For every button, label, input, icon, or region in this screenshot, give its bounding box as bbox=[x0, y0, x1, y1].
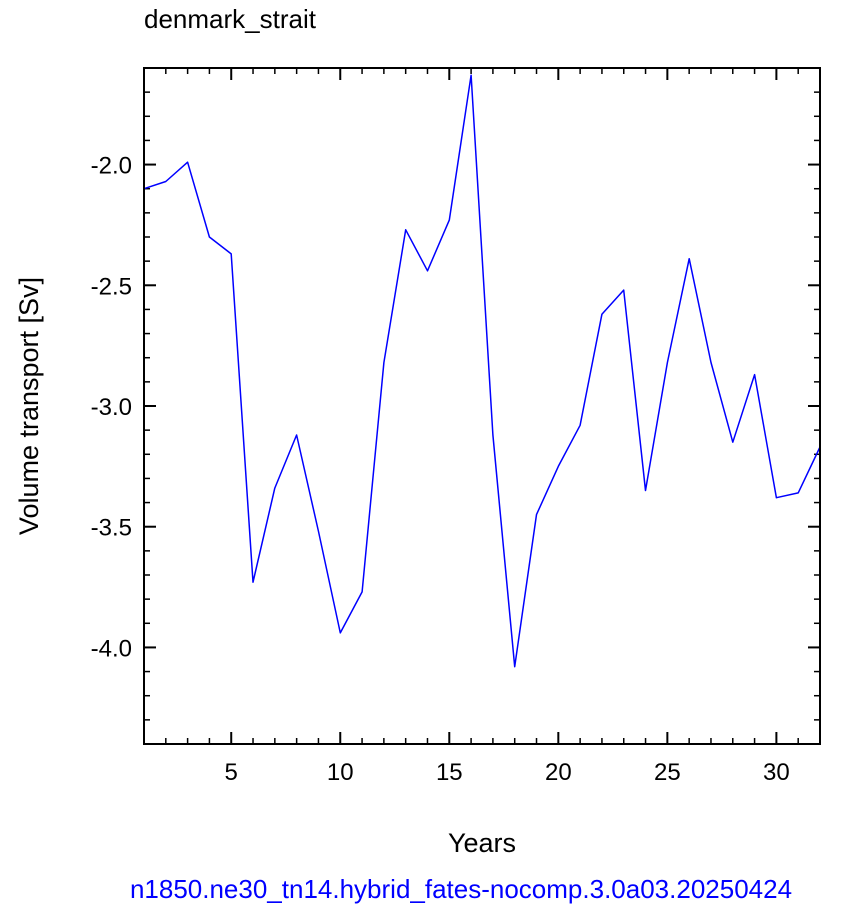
y-axis-label: Volume transport [Sv] bbox=[14, 277, 44, 535]
chart-title: denmark_strait bbox=[144, 4, 317, 34]
x-tick-label: 30 bbox=[763, 759, 790, 786]
y-tick-label: -4.0 bbox=[91, 635, 132, 662]
x-tick-label: 10 bbox=[327, 759, 354, 786]
y-tick-label: -3.0 bbox=[91, 394, 132, 421]
footer-case-name: n1850.ne30_tn14.hybrid_fates-nocomp.3.0a… bbox=[130, 874, 792, 904]
x-tick-label: 5 bbox=[225, 759, 238, 786]
x-axis-label: Years bbox=[448, 828, 516, 858]
minor-ticks bbox=[143, 67, 821, 745]
data-points bbox=[142, 73, 822, 669]
plot-frame bbox=[143, 67, 821, 745]
x-tick-label: 20 bbox=[545, 759, 572, 786]
major-ticks bbox=[144, 68, 820, 744]
y-tick-labels: -2.0 -2.5 -3.0 -3.5 -4.0 bbox=[91, 153, 132, 663]
x-tick-label: 15 bbox=[436, 759, 463, 786]
y-tick-label: -3.5 bbox=[91, 515, 132, 542]
x-tick-labels: 5 10 15 20 25 30 bbox=[225, 759, 790, 786]
y-tick-label: -2.5 bbox=[91, 273, 132, 300]
y-tick-label: -2.0 bbox=[91, 153, 132, 180]
x-tick-label: 25 bbox=[654, 759, 681, 786]
series-line bbox=[143, 74, 821, 668]
